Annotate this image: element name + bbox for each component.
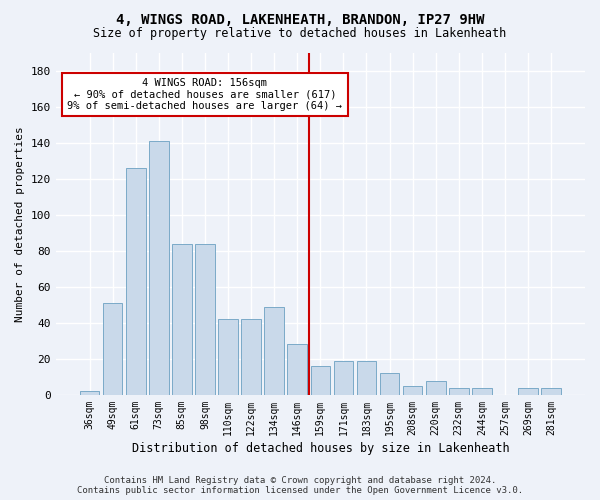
Text: Contains HM Land Registry data © Crown copyright and database right 2024.
Contai: Contains HM Land Registry data © Crown c… (77, 476, 523, 495)
Bar (380, 374, 400, 395)
Text: Size of property relative to detached houses in Lakenheath: Size of property relative to detached ho… (94, 28, 506, 40)
Bar (541, 388, 561, 395)
Bar (126, 168, 146, 395)
Bar (195, 244, 215, 395)
Bar (218, 319, 238, 395)
Bar (403, 386, 422, 395)
Bar (518, 388, 538, 395)
Bar (80, 392, 100, 395)
Bar (172, 244, 191, 395)
Bar (149, 141, 169, 395)
Y-axis label: Number of detached properties: Number of detached properties (15, 126, 25, 322)
Bar (241, 319, 261, 395)
Bar (472, 388, 492, 395)
Bar (265, 306, 284, 395)
Bar (334, 360, 353, 395)
Bar (287, 344, 307, 395)
Bar (356, 360, 376, 395)
Bar (426, 380, 446, 395)
X-axis label: Distribution of detached houses by size in Lakenheath: Distribution of detached houses by size … (131, 442, 509, 455)
Bar (311, 366, 330, 395)
Bar (449, 388, 469, 395)
Text: 4, WINGS ROAD, LAKENHEATH, BRANDON, IP27 9HW: 4, WINGS ROAD, LAKENHEATH, BRANDON, IP27… (116, 12, 484, 26)
Text: 4 WINGS ROAD: 156sqm
← 90% of detached houses are smaller (617)
9% of semi-detac: 4 WINGS ROAD: 156sqm ← 90% of detached h… (67, 78, 343, 111)
Bar (103, 303, 122, 395)
